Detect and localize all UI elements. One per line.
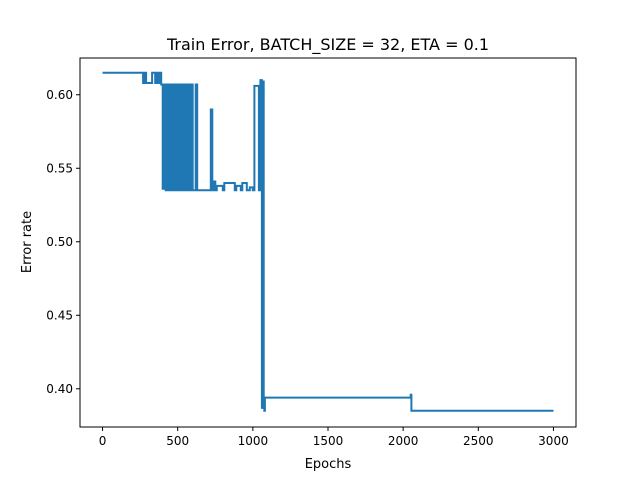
y-axis: 0.40 0.45 0.50 0.55 0.60 <box>46 88 80 396</box>
x-tick-label: 2500 <box>463 434 494 448</box>
y-tick-label: 0.45 <box>46 308 73 322</box>
plot-line-group <box>102 71 554 412</box>
x-tick-label: 1500 <box>313 434 344 448</box>
y-tick-label: 0.55 <box>46 161 73 175</box>
chart-title: Train Error, BATCH_SIZE = 32, ETA = 0.1 <box>166 35 489 55</box>
series-line <box>102 71 554 412</box>
y-axis-label: Error rate <box>20 211 35 273</box>
y-tick-label: 0.40 <box>46 382 73 396</box>
x-tick-label: 500 <box>166 434 189 448</box>
y-tick-label: 0.60 <box>46 88 73 102</box>
x-axis-label: Epochs <box>305 457 352 472</box>
x-tick-label: 3000 <box>538 434 569 448</box>
x-tick-label: 1000 <box>238 434 269 448</box>
x-tick-label: 2000 <box>388 434 419 448</box>
x-axis: 0 500 1000 1500 2000 2500 3000 <box>99 427 569 448</box>
x-tick-label: 0 <box>99 434 107 448</box>
y-tick-label: 0.50 <box>46 235 73 249</box>
